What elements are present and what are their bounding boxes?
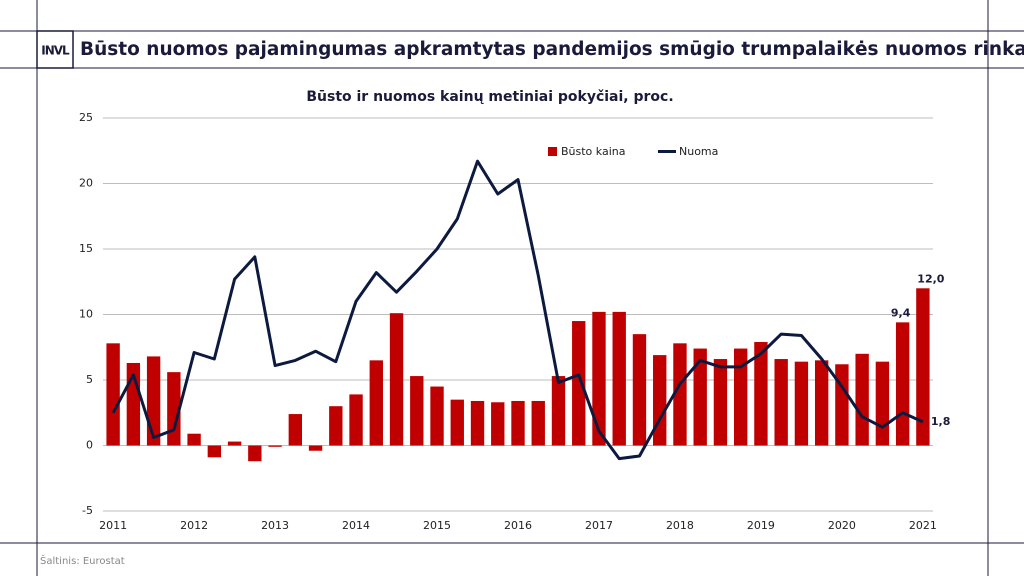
x-tick-label: 2018 (666, 519, 694, 532)
bar (734, 348, 748, 446)
bar (551, 376, 566, 446)
slide-title: Būsto nuomos pajamingumas apkramtytas pa… (80, 39, 1024, 60)
bar (329, 406, 343, 446)
bar (187, 433, 201, 446)
bar (248, 445, 262, 462)
bar (430, 386, 444, 446)
bar (572, 321, 586, 446)
bar (369, 360, 383, 446)
bar (713, 359, 728, 446)
bar (693, 348, 707, 446)
bar (146, 356, 161, 446)
x-tick-label: 2019 (747, 519, 775, 532)
bar (632, 334, 647, 446)
bar (592, 311, 606, 446)
bar (835, 364, 849, 446)
x-tick-label: 2021 (909, 519, 937, 532)
x-tick-label: 2016 (504, 519, 532, 532)
data-label: 9,4 (891, 306, 911, 319)
bar (268, 445, 282, 447)
bar (895, 322, 910, 446)
bar (612, 311, 626, 446)
bar (855, 353, 869, 446)
y-tick-label: 25 (79, 111, 93, 124)
bar (450, 399, 464, 446)
bar (814, 360, 829, 446)
line (111, 159, 924, 461)
bar (774, 359, 788, 446)
x-tick-label: 2012 (180, 519, 208, 532)
y-tick-label: 15 (79, 242, 93, 255)
bar (916, 288, 930, 446)
bar (349, 394, 363, 446)
chart-title: Būsto ir nuomos kainų metiniai pokyčiai,… (306, 89, 673, 105)
x-tick-label: 2020 (828, 519, 856, 532)
y-tick-label: 0 (86, 439, 93, 452)
data-label: 12,0 (917, 272, 944, 285)
bar (754, 342, 768, 446)
bar (875, 361, 890, 446)
bar (673, 343, 687, 446)
legend-label: Būsto kaina (561, 145, 625, 158)
bar (511, 400, 525, 446)
x-tick-label: 2011 (99, 519, 127, 532)
x-tick-label: 2014 (342, 519, 370, 532)
bar (794, 361, 809, 446)
x-tick-label: 2015 (423, 519, 451, 532)
legend-swatch (548, 147, 557, 156)
bar (308, 445, 323, 451)
y-tick-label: -5 (82, 504, 93, 517)
source: Šaltinis: Eurostat (40, 554, 125, 567)
bar (653, 355, 667, 446)
y-tick-label: 5 (86, 373, 93, 386)
bar (531, 400, 545, 446)
x-tick-label: 2017 (585, 519, 613, 532)
y-tick-label: 10 (79, 308, 93, 321)
x-tick-label: 2013 (261, 519, 289, 532)
bar (207, 445, 222, 458)
bar (227, 441, 242, 446)
bar (288, 414, 302, 446)
bar (106, 343, 120, 446)
data-label: 1,8 (931, 415, 951, 428)
y-tick-label: 20 (79, 177, 93, 190)
legend-label: Nuoma (679, 145, 718, 158)
bar (491, 402, 505, 446)
logo-box (36, 30, 74, 69)
bar (410, 376, 424, 446)
logo: INVL (41, 44, 70, 58)
bar (389, 313, 404, 446)
bar (167, 372, 181, 446)
bar (470, 400, 485, 446)
